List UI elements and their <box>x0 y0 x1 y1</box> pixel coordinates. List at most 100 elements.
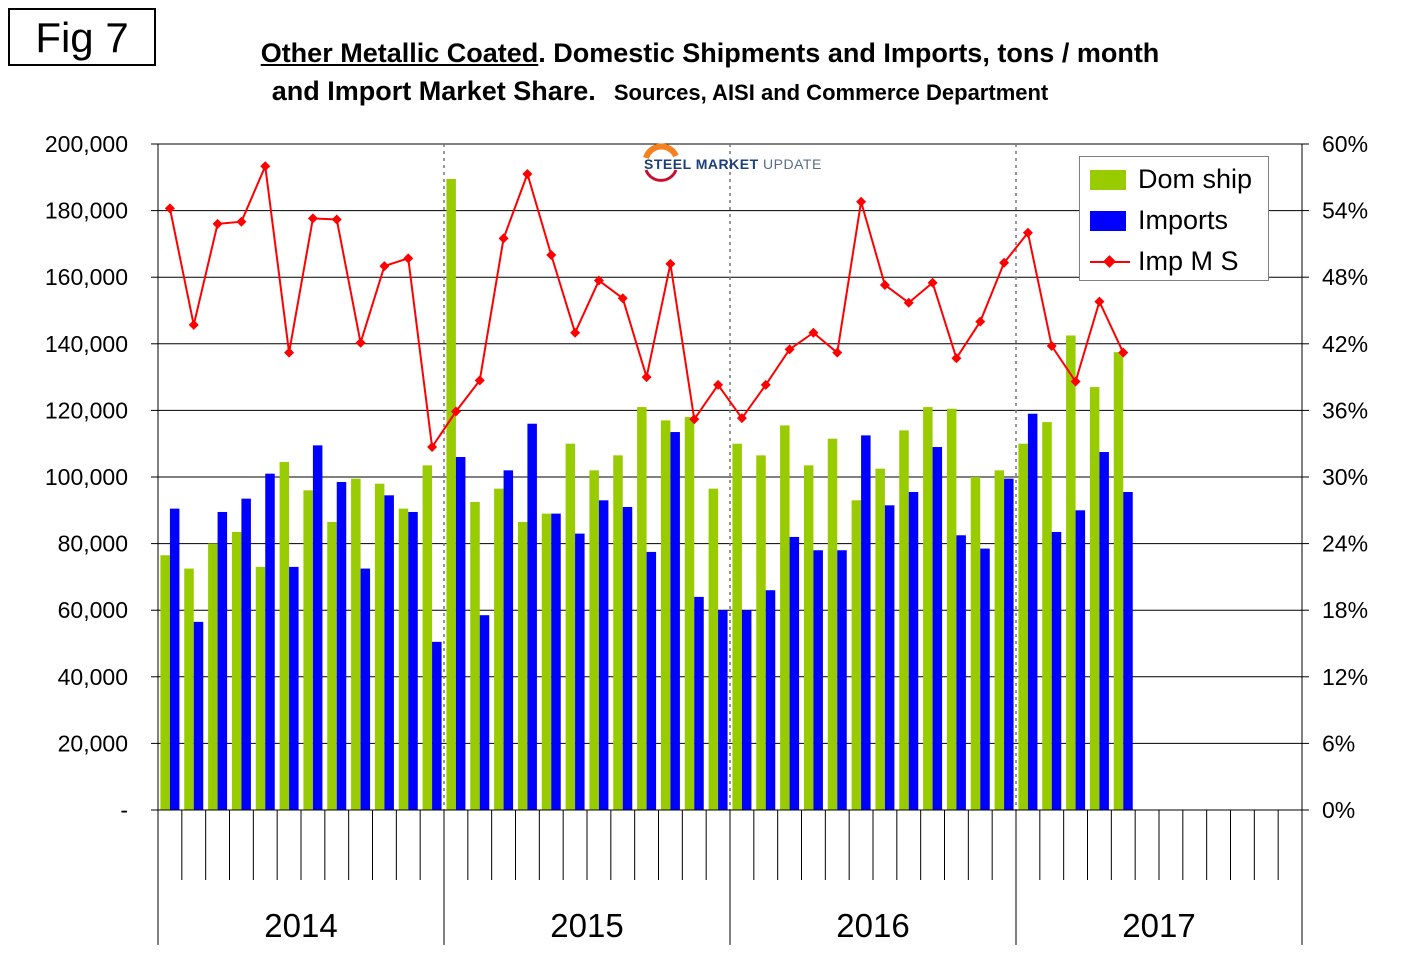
bar-dom-ship <box>1042 422 1052 810</box>
bar-dom-ship <box>208 543 218 810</box>
point-imp-ms <box>307 213 318 224</box>
bar-imports <box>479 615 490 810</box>
point-imp-ms <box>617 293 628 304</box>
bar-imports <box>694 596 704 810</box>
bar-imports <box>765 590 776 810</box>
point-imp-ms <box>641 372 652 383</box>
bar-imports <box>169 508 180 810</box>
point-imp-ms <box>284 347 295 358</box>
bar-imports <box>1099 452 1109 810</box>
bar-dom-ship <box>470 501 480 810</box>
bar-imports <box>336 481 347 810</box>
bar-imports <box>932 447 943 810</box>
bar-imports <box>408 511 418 810</box>
point-imp-ms <box>355 337 366 348</box>
bar-imports <box>360 568 371 810</box>
point-imp-ms <box>427 442 438 453</box>
y-right-tick-label: 60% <box>1322 131 1368 157</box>
bar-imports <box>432 641 442 810</box>
legend: Dom ship Imports Imp M S <box>1079 156 1269 281</box>
point-imp-ms <box>808 327 819 338</box>
point-imp-ms <box>784 344 795 355</box>
market-share-line <box>164 161 1129 453</box>
y-left-tick-label: 100,000 <box>45 464 128 490</box>
point-imp-ms <box>713 379 724 390</box>
point-imp-ms <box>260 161 271 172</box>
bar-dom-ship <box>303 490 313 810</box>
bar-dom-ship <box>756 455 766 810</box>
bar-imports <box>241 498 251 810</box>
point-imp-ms <box>1118 347 1129 358</box>
point-imp-ms <box>1022 227 1033 238</box>
bar-dom-ship <box>637 407 647 810</box>
point-imp-ms <box>522 168 533 179</box>
bar-dom-ship <box>565 443 576 810</box>
axes <box>151 143 1309 945</box>
point-imp-ms <box>379 261 390 272</box>
point-imp-ms <box>856 196 867 207</box>
title-line2-text: and Import Market Share. <box>271 76 596 106</box>
y-right-tick-label: 0% <box>1322 797 1355 823</box>
bar-imports <box>527 423 537 810</box>
point-imp-ms <box>1094 296 1105 307</box>
bar-dom-ship <box>446 178 456 811</box>
bar-dom-ship <box>1089 387 1100 810</box>
legend-item-imports: Imports <box>1090 203 1268 239</box>
bar-dom-ship <box>231 531 242 810</box>
y-left-tick-label: - <box>120 797 128 823</box>
logo-swoosh-icon <box>643 143 679 182</box>
bar-dom-ship <box>1113 352 1124 810</box>
bar-dom-ship <box>803 465 814 810</box>
y-left-tick-label: 80,000 <box>58 531 128 557</box>
y-right-tick-label: 30% <box>1322 464 1368 490</box>
y-right-tick-label: 48% <box>1322 264 1368 290</box>
figure-label: Fig 7 <box>8 8 156 66</box>
bar-dom-ship <box>351 478 361 810</box>
bar-imports <box>861 435 871 810</box>
y-right-tick-label: 42% <box>1322 331 1368 357</box>
bar-imports <box>598 500 609 810</box>
bar-imports <box>670 432 680 810</box>
y-right-tick-label: 18% <box>1322 597 1368 623</box>
point-imp-ms <box>736 413 747 424</box>
point-imp-ms <box>689 414 700 425</box>
bar-dom-ship <box>184 568 194 810</box>
bar-dom-ship <box>613 455 623 810</box>
logo-text: STEEL MARKET UPDATE <box>644 156 822 172</box>
bar-dom-ship <box>398 508 409 810</box>
point-imp-ms <box>498 233 509 244</box>
bar-dom-ship <box>255 566 266 810</box>
point-imp-ms <box>975 316 986 327</box>
bar-dom-ship <box>780 425 790 810</box>
bar-dom-ship <box>279 462 290 810</box>
point-imp-ms <box>212 218 223 229</box>
bar-dom-ship <box>875 468 885 810</box>
logo-bold-text: STEEL MARKET <box>644 156 759 172</box>
year-label: 2017 <box>1122 907 1195 944</box>
title-sources: Sources, AISI and Commerce Department <box>613 80 1049 105</box>
legend-item-dom-ship: Dom ship <box>1090 162 1268 198</box>
bar-dom-ship <box>827 438 838 810</box>
bar-imports <box>551 513 561 810</box>
point-imp-ms <box>1046 341 1057 352</box>
point-imp-ms <box>665 258 676 269</box>
y-left-tick-label: 200,000 <box>45 131 128 157</box>
point-imp-ms <box>403 253 414 264</box>
bar-imports <box>1075 510 1086 810</box>
bar-imports <box>455 457 466 810</box>
bar-dom-ship <box>660 420 671 810</box>
point-imp-ms <box>331 214 342 225</box>
bar-dom-ship <box>923 407 933 810</box>
bar-imports <box>312 445 323 810</box>
point-imp-ms <box>474 375 485 386</box>
bar-dom-ship <box>851 500 862 810</box>
point-imp-ms <box>570 327 581 338</box>
logo-thin-text: UPDATE <box>763 156 822 172</box>
bar-dom-ship <box>970 477 981 810</box>
bar-dom-ship <box>494 488 504 810</box>
bar-imports <box>718 610 728 810</box>
legend-label-imp-ms: Imp M S <box>1138 246 1239 276</box>
bar-imports <box>1051 531 1062 810</box>
bar-imports <box>503 470 514 810</box>
